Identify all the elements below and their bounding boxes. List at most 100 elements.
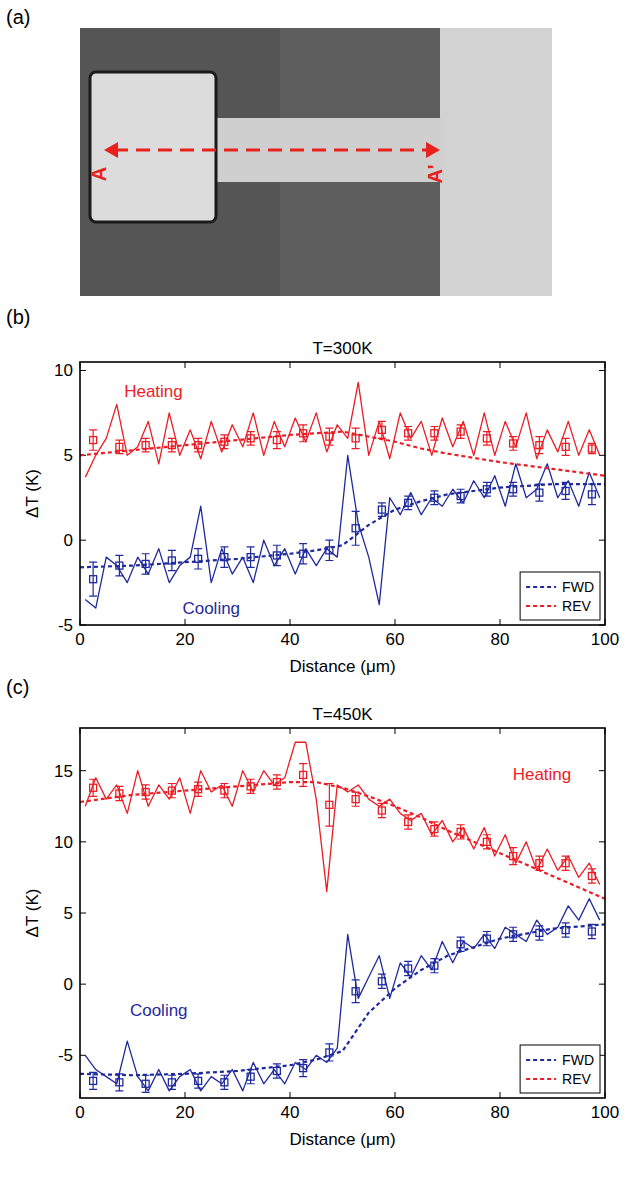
error-bar <box>142 1075 150 1092</box>
error-bar <box>352 511 360 545</box>
error-bar <box>325 540 333 560</box>
x-tick-label: 40 <box>281 630 300 649</box>
data-point <box>510 440 517 447</box>
x-tick <box>185 1092 186 1098</box>
error-bar <box>535 926 543 940</box>
fit-line <box>80 432 605 476</box>
error-bar <box>588 869 596 883</box>
error-bar <box>378 974 386 988</box>
data-line <box>85 382 600 477</box>
x-axis-title: Distance (μm) <box>289 1130 395 1149</box>
error-bar <box>588 484 596 504</box>
cut-line <box>114 149 430 152</box>
plot-area <box>80 728 605 1098</box>
y-tick-label: 0 <box>64 531 73 550</box>
error-bar <box>378 421 386 438</box>
error-bar <box>535 856 543 870</box>
panel-label: (b) <box>6 306 30 328</box>
data-point <box>588 928 595 935</box>
legend-label: FWD <box>562 1052 594 1068</box>
data-point <box>352 796 359 803</box>
error-bar <box>299 544 307 564</box>
series-annotation: Heating <box>513 765 572 784</box>
data-point <box>405 430 412 437</box>
error-bar <box>194 549 202 569</box>
error-bar <box>483 432 491 446</box>
error-bar <box>325 784 333 827</box>
x-tick-label: 60 <box>386 630 405 649</box>
data-point <box>562 860 569 867</box>
legend-label: REV <box>562 1071 591 1087</box>
x-tick <box>185 619 186 625</box>
error-bar <box>509 437 517 451</box>
error-bar <box>273 432 281 449</box>
data-point <box>90 437 97 444</box>
error-bar <box>378 803 386 817</box>
data-point <box>431 826 438 833</box>
series-annotation: Cooling <box>130 1001 188 1020</box>
y-tick <box>599 770 605 771</box>
y-tick-label: 15 <box>54 762 73 781</box>
data-point <box>588 873 595 880</box>
data-point <box>536 860 543 867</box>
substrate <box>80 28 552 296</box>
x-tick-label: 40 <box>281 1103 300 1122</box>
error-bar <box>535 437 543 454</box>
legend-box <box>520 572 600 620</box>
y-tick-label: 0 <box>64 975 73 994</box>
plot-frame <box>80 728 605 1098</box>
x-tick-label: 0 <box>75 630 84 649</box>
data-point <box>562 487 569 494</box>
error-bar <box>352 792 360 806</box>
marker-label: A <box>88 167 110 181</box>
error-bar <box>430 959 438 973</box>
x-tick <box>395 619 396 625</box>
data-point <box>326 801 333 808</box>
error-bar <box>457 937 465 951</box>
y-tick <box>599 540 605 541</box>
error-bar <box>457 425 465 439</box>
data-point <box>90 784 97 791</box>
plot-marks <box>80 742 605 1092</box>
x-tick <box>290 1092 291 1098</box>
marker-label: A' <box>424 164 446 183</box>
error-bar <box>142 785 150 799</box>
data-point <box>168 1079 175 1086</box>
data-point <box>247 1073 254 1080</box>
x-tick <box>185 728 186 734</box>
error-bar <box>247 1070 255 1084</box>
error-bar <box>509 482 517 496</box>
error-bar <box>404 815 412 829</box>
data-point <box>378 807 385 814</box>
x-tick <box>290 728 291 734</box>
chart: (c)T=450K020406080100-5051015Distance (μ… <box>6 676 619 1149</box>
y-tick-label: -5 <box>58 616 73 635</box>
data-point <box>483 935 490 942</box>
error-bar <box>220 1075 228 1089</box>
x-tick-label: 0 <box>75 1103 84 1122</box>
x-tick <box>395 1092 396 1098</box>
y-tick <box>599 841 605 842</box>
arrow-head <box>426 142 440 158</box>
y-tick <box>80 540 86 541</box>
data-point <box>562 443 569 450</box>
data-point <box>378 978 385 985</box>
data-point <box>195 1077 202 1084</box>
data-line <box>85 742 600 891</box>
data-point <box>352 435 359 442</box>
data-point <box>273 1067 280 1074</box>
arrow-head <box>104 142 118 158</box>
error-bar <box>168 1075 176 1089</box>
x-tick <box>185 362 186 368</box>
error-bar <box>562 438 570 455</box>
error-bar <box>509 927 517 941</box>
error-bar <box>509 848 517 865</box>
error-bar <box>562 923 570 937</box>
error-bar <box>430 822 438 836</box>
data-point <box>142 442 149 449</box>
legend: FWD REV <box>520 1045 600 1093</box>
legend-box <box>520 1045 600 1093</box>
data-point <box>116 1079 123 1086</box>
data-point <box>378 426 385 433</box>
data-point <box>378 506 385 513</box>
